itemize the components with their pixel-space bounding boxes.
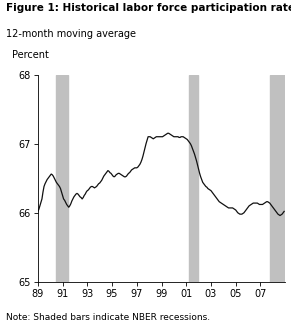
Bar	[56, 75, 68, 282]
Text: 12-month moving average: 12-month moving average	[6, 29, 136, 39]
Text: Percent: Percent	[12, 50, 49, 60]
Bar	[189, 75, 198, 282]
Text: Figure 1: Historical labor force participation rate: Figure 1: Historical labor force partici…	[6, 3, 291, 13]
Bar	[270, 75, 285, 282]
Text: Note: Shaded bars indicate NBER recessions.: Note: Shaded bars indicate NBER recessio…	[6, 313, 210, 322]
